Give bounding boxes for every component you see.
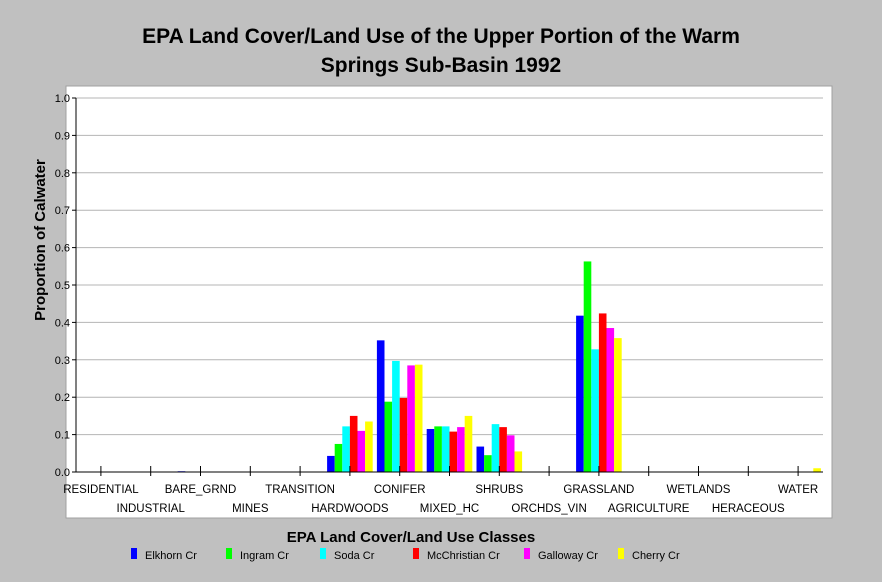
bar	[506, 435, 515, 472]
y-axis-ticks: 0.0 0.1 0.2 0.3 0.4 0.5 0.6 0.7 0.8 0.9 1.0	[55, 93, 76, 479]
bars	[177, 261, 821, 473]
x-tick-label: INDUSTRIAL	[117, 503, 186, 515]
legend: Elkhorn Cr Ingram Cr Soda Cr McChristian Cr…	[131, 548, 680, 562]
legend-swatch	[413, 548, 419, 559]
bar	[327, 455, 335, 472]
x-tick-label: AGRICULTURE	[608, 503, 690, 515]
y-axis-label: Proportion of Calwater	[32, 159, 49, 321]
legend-label: Ingram Cr	[240, 550, 289, 562]
legend-swatch	[226, 548, 232, 559]
chart-title-line-1: EPA Land Cover/Land Use of the Upper Por…	[142, 25, 740, 48]
legend-label: Galloway Cr	[538, 550, 598, 562]
x-tick-label: WETLANDS	[667, 484, 731, 496]
gridlines	[76, 97, 823, 436]
bar	[598, 313, 607, 472]
bar	[614, 338, 622, 472]
legend-label: Elkhorn Cr	[145, 550, 197, 562]
bar	[514, 451, 523, 472]
bar	[426, 428, 435, 472]
bar	[384, 401, 393, 472]
x-tick-label: CONIFER	[374, 484, 426, 496]
bar	[376, 340, 385, 472]
x-tick-label: SHRUBS	[475, 484, 523, 496]
y-tick-label: 0.8	[55, 168, 70, 180]
bar	[491, 424, 500, 472]
bar	[457, 427, 465, 472]
x-tick-label: RESIDENTIAL	[63, 484, 139, 496]
legend-swatch	[618, 548, 624, 559]
x-tick-label: GRASSLAND	[563, 484, 634, 496]
bar	[576, 315, 584, 472]
chart-title-line-2: Springs Sub-Basin 1992	[321, 54, 561, 77]
bar	[414, 364, 423, 472]
x-tick-label: WATER	[778, 484, 818, 496]
y-tick-label: 0.5	[55, 280, 70, 292]
bar	[449, 431, 458, 472]
x-tick-label: HERACEOUS	[712, 503, 785, 515]
y-tick-label: 0.4	[55, 317, 70, 329]
x-tick-label: ORCHDS_VIN	[511, 503, 586, 515]
y-tick-label: 0.1	[55, 430, 70, 442]
bar	[407, 365, 415, 472]
x-axis-ticks: RESIDENTIAL INDUSTRIAL BARE_GRND MINES TRANS…	[63, 466, 818, 515]
bar	[349, 415, 358, 472]
x-tick-label: BARE_GRND	[165, 484, 237, 496]
bar	[484, 455, 492, 472]
bar	[441, 426, 450, 472]
x-tick-label: TRANSITION	[265, 484, 335, 496]
x-tick-label: MINES	[232, 503, 269, 515]
y-tick-label: 0.0	[55, 467, 70, 479]
bar	[591, 349, 599, 472]
y-tick-label: 0.7	[55, 205, 70, 217]
bar	[606, 328, 615, 472]
x-tick-label: HARDWOODS	[311, 503, 389, 515]
bar	[357, 430, 366, 472]
legend-swatch	[131, 548, 137, 559]
bar	[342, 426, 350, 472]
legend-swatch	[524, 548, 530, 559]
y-tick-label: 0.2	[55, 392, 70, 404]
bar	[813, 468, 821, 472]
y-tick-label: 0.6	[55, 243, 70, 255]
bar	[434, 426, 442, 472]
legend-label: Soda Cr	[334, 550, 375, 562]
bar	[334, 443, 343, 472]
bar	[583, 261, 592, 472]
y-tick-label: 1.0	[55, 93, 70, 105]
legend-label: Cherry Cr	[632, 550, 680, 562]
y-tick-label: 0.9	[55, 130, 70, 142]
bar	[464, 415, 473, 472]
bar	[399, 397, 408, 472]
legend-label: McChristian Cr	[427, 550, 500, 562]
x-tick-label: MIXED_HC	[420, 503, 479, 515]
bar	[476, 446, 485, 472]
x-axis-label: EPA Land Cover/Land Use Classes	[287, 529, 535, 546]
legend-swatch	[320, 548, 326, 559]
bar	[499, 427, 507, 472]
bar	[392, 360, 400, 472]
bar	[365, 421, 373, 472]
y-tick-label: 0.3	[55, 355, 70, 367]
